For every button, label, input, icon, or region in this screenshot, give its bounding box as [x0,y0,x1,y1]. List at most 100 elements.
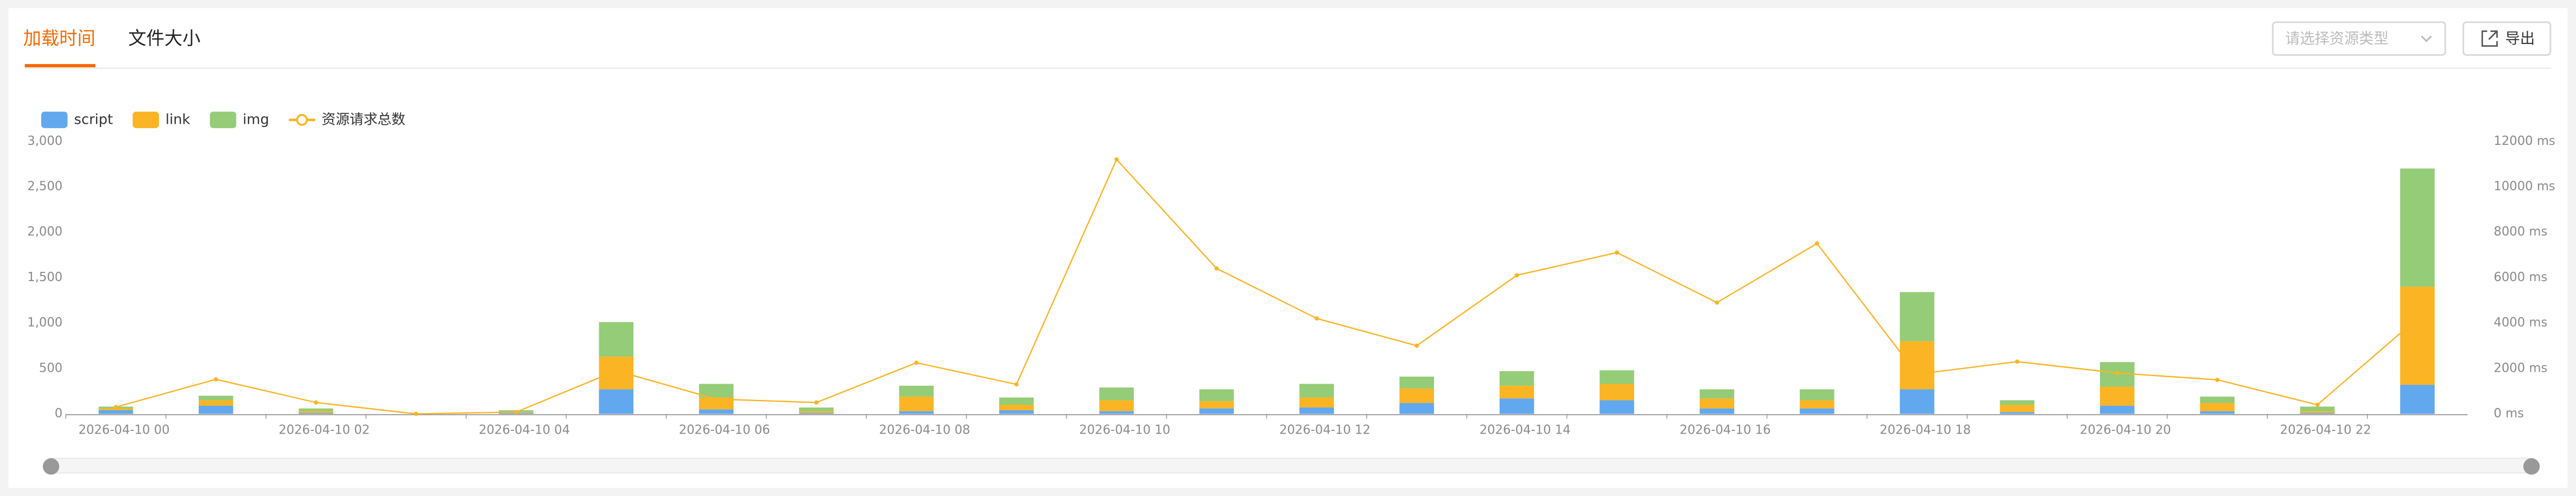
bar-segment [999,397,1034,405]
tab[interactable]: 文件大小 [128,28,200,49]
select[interactable] [2272,21,2446,56]
bar-segment [98,410,134,414]
bar-segment [599,357,634,390]
export-button[interactable] [2462,21,2552,56]
bar-segment [1799,389,1835,400]
line-point [513,410,518,415]
y2-tick-label: 4000 ms [2493,316,2547,330]
bar-segment [799,413,834,414]
line-point [1614,250,1619,255]
line-point [1214,266,1219,271]
legend-swatch [41,111,68,129]
y-tick-label: 3,000 [27,134,62,148]
bar-segment [1600,370,1634,384]
zoom-handle[interactable] [2523,458,2540,475]
bar-segment [1799,400,1835,409]
bar-segment [899,396,934,411]
bar-segment [1699,408,1735,414]
bar-segment [2200,396,2235,403]
line-point [1014,382,1019,387]
bar-segment [999,410,1034,414]
bar-segment [1199,408,1234,414]
legend-swatch [210,111,237,129]
y2-tick-label: 10000 ms [2493,180,2555,194]
bar-segment [1799,408,1835,414]
bar-segment [2099,386,2135,406]
line-point [2315,402,2320,407]
line-point [1114,157,1119,162]
bar-segment [2200,411,2235,414]
bar-segment [899,385,934,397]
line-point [1314,316,1319,321]
line-point [714,397,719,402]
bar-segment [1199,389,1234,402]
bar-segment [1900,292,1934,341]
zoom-handle[interactable] [42,458,60,475]
bar-segment [1900,389,1934,414]
x-tick-label: 2026-04-10 16 [1679,423,1771,437]
bar-segment [2300,413,2335,414]
x-tick-label: 2026-04-10 18 [1880,423,1971,437]
bar-segment [2000,404,2035,412]
bar-segment [199,405,233,414]
line-point [2415,316,2420,321]
bar-segment [2400,287,2435,385]
bar-segment [799,407,834,411]
bar-segment [1699,389,1735,399]
x-tick-label: 2026-04-10 02 [278,423,370,437]
tab-active[interactable]: 加载时间 [23,28,96,49]
bar-segment [1499,371,1534,386]
y-tick-label: 2,500 [27,180,62,194]
y-tick-label: 500 [39,361,62,375]
line [116,158,2418,415]
bar-segment [2400,168,2435,287]
y2-tick-label: 0 ms [2493,406,2524,421]
tab-underline [24,64,96,68]
bar-segment [1600,384,1634,400]
line-point [2215,377,2220,382]
line-point [1915,372,1919,377]
bar-segment [1399,377,1434,389]
y2-tick-label: 2000 ms [2493,361,2547,375]
legend-label: script [74,111,113,128]
bar-segment [799,411,834,414]
panel [8,8,2568,488]
y2-tick-label: 6000 ms [2493,270,2547,284]
line-point [914,360,919,365]
select-placeholder: 请选择资源类型 [2285,30,2389,47]
y-tick-label: 1,500 [27,270,62,284]
export-label: 导出 [2505,30,2535,47]
bar-segment [1099,411,1134,414]
x-tick-label: 2026-04-10 12 [1279,423,1371,437]
x-tick-label: 2026-04-10 08 [879,423,970,437]
bar-segment [2000,412,2035,414]
y-tick-label: 1,000 [27,316,62,330]
bar-segment [1499,398,1534,414]
bar-segment [1299,384,1334,398]
line-point [814,400,819,405]
legend-label: 资源请求总数 [322,111,405,128]
bar-segment [2000,400,2035,405]
bar-segment [2300,411,2335,414]
y-tick-label: 0 [55,406,62,421]
legend-label: link [166,111,191,128]
bar-segment [699,397,734,410]
bar-segment [1099,400,1134,411]
bar-segment [299,408,333,411]
zoom-track[interactable] [49,457,2534,474]
bar-segment [299,411,333,414]
x-tick-label: 2026-04-10 14 [1480,423,1571,437]
line-point [1414,344,1419,348]
line-point [414,411,418,416]
bar-segment [1099,387,1134,400]
y2-tick-label: 8000 ms [2493,225,2547,239]
x-tick-label: 2026-04-10 04 [479,423,570,437]
line-point [213,377,218,381]
x-tick-label: 2026-04-10 06 [679,423,770,437]
legend-swatch [132,111,159,129]
line-point [2015,359,2020,364]
line-point [614,368,619,373]
bar-segment [199,400,233,406]
bar-segment [599,322,634,357]
bar-segment [599,389,634,414]
